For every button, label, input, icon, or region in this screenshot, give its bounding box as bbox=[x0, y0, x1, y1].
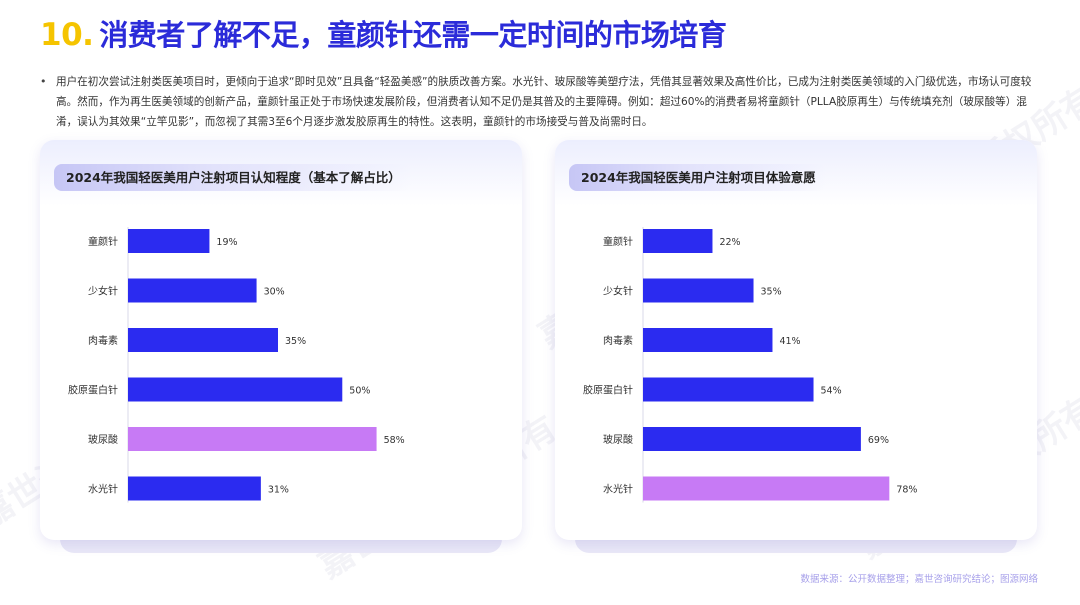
bar bbox=[128, 229, 210, 253]
chart-title: 2024年我国轻医美用户注射项目体验意愿 bbox=[569, 164, 826, 191]
category-label: 水光针 bbox=[88, 483, 118, 496]
category-label: 水光针 bbox=[603, 483, 633, 496]
value-label: 41% bbox=[779, 336, 800, 347]
category-label: 肉毒素 bbox=[88, 334, 118, 347]
value-label: 19% bbox=[216, 237, 237, 248]
category-label: 肉毒素 bbox=[603, 334, 633, 347]
bar bbox=[643, 476, 890, 501]
category-label: 胶原蛋白针 bbox=[68, 384, 118, 397]
chart-card-awareness: 2024年我国轻医美用户注射项目认知程度（基本了解占比） 童颜针 19% 少女针 30… bbox=[40, 140, 522, 540]
bar bbox=[128, 377, 343, 402]
source-note: 数据来源：公开数据整理；嘉世咨询研究结论；图源网络 bbox=[800, 574, 1038, 585]
bar bbox=[128, 476, 261, 501]
bar bbox=[643, 229, 713, 253]
page-title: 10. 消费者了解不足，童颜针还需一定时间的市场培育 bbox=[40, 12, 727, 53]
bar bbox=[128, 278, 257, 303]
section-number: 10. bbox=[40, 17, 94, 53]
value-label: 22% bbox=[719, 237, 740, 248]
bar bbox=[643, 377, 814, 402]
value-label: 69% bbox=[868, 435, 889, 446]
summary-paragraph: • 用户在初次尝试注射类医美项目时，更倾向于追求“即时见效”且具备“轻盈美感”的… bbox=[40, 72, 1048, 132]
category-label: 少女针 bbox=[88, 285, 118, 298]
bullet-icon: • bbox=[40, 75, 47, 88]
category-label: 童颜针 bbox=[88, 235, 118, 248]
value-label: 78% bbox=[896, 485, 917, 496]
bar-chart-awareness: 童颜针 19% 少女针 30% 肉毒素 35% 胶原蛋白针 50% 玻尿酸 58% 水光针 31% bbox=[68, 227, 405, 503]
bar bbox=[643, 328, 773, 352]
value-label: 35% bbox=[761, 287, 782, 298]
section-title: 消费者了解不足，童颜针还需一定时间的市场培育 bbox=[99, 18, 727, 52]
category-label: 少女针 bbox=[603, 285, 633, 298]
value-label: 30% bbox=[264, 287, 285, 298]
category-label: 玻尿酸 bbox=[88, 433, 118, 446]
bar-chart-intent: 童颜针 22% 少女针 35% 肉毒素 41% 胶原蛋白针 54% 玻尿酸 69% 水光针 78% bbox=[583, 227, 917, 503]
bar bbox=[128, 427, 377, 451]
chart-title: 2024年我国轻医美用户注射项目认知程度（基本了解占比） bbox=[54, 164, 411, 191]
summary-text: 用户在初次尝试注射类医美项目时，更倾向于追求“即时见效”且具备“轻盈美感”的肤质… bbox=[56, 76, 1032, 128]
value-label: 54% bbox=[821, 386, 842, 397]
value-label: 50% bbox=[349, 386, 370, 397]
card-header: 2024年我国轻医美用户注射项目认知程度（基本了解占比） bbox=[40, 140, 522, 206]
category-label: 胶原蛋白针 bbox=[583, 384, 633, 397]
value-label: 58% bbox=[384, 435, 405, 446]
card-header: 2024年我国轻医美用户注射项目体验意愿 bbox=[555, 140, 1037, 206]
bar bbox=[643, 278, 754, 303]
bar bbox=[643, 427, 861, 451]
value-label: 35% bbox=[285, 336, 306, 347]
bar bbox=[128, 328, 278, 352]
value-label: 31% bbox=[268, 485, 289, 496]
chart-card-intent: 2024年我国轻医美用户注射项目体验意愿 童颜针 22% 少女针 35% 肉毒素 41% 胶… bbox=[555, 140, 1037, 540]
category-label: 玻尿酸 bbox=[603, 433, 633, 446]
category-label: 童颜针 bbox=[603, 235, 633, 248]
